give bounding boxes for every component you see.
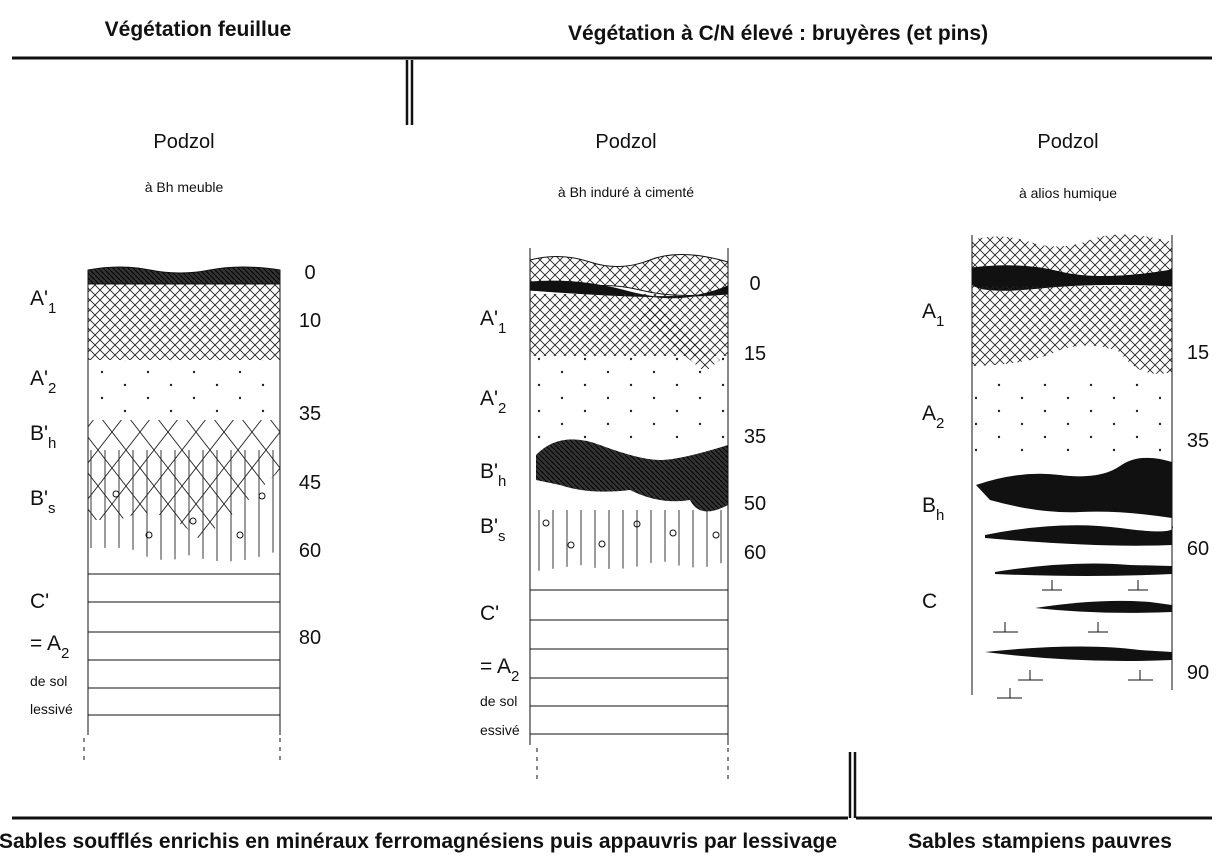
horizon-subscript: 1 [936, 313, 944, 330]
horizon-subscript: 2 [498, 400, 506, 417]
profile-column [529, 248, 729, 780]
depth-label: 60 [299, 540, 321, 562]
depth-label: 35 [744, 426, 766, 448]
depth-label: 10 [299, 310, 321, 332]
header-left: Végétation feuillue [105, 18, 292, 41]
horizon-subscript: s [498, 528, 506, 545]
horizon-name: lessivé [30, 701, 73, 717]
depth-label: 15 [1187, 342, 1209, 364]
profile-title: Podzol [1037, 131, 1098, 153]
horizon-name: A [922, 300, 936, 323]
profile-title: Podzol [153, 131, 214, 153]
horizon-subscript: 2 [511, 668, 519, 685]
horizon-name: B' [480, 515, 498, 538]
horizon-label: A'2 [480, 387, 506, 417]
horizon-label: A'1 [480, 307, 506, 337]
horizon-label: B'h [480, 460, 506, 490]
depth-label: 0 [749, 273, 760, 295]
horizon-label: C [922, 590, 937, 613]
horizon-name: A' [480, 387, 498, 410]
depth-label: 50 [744, 493, 766, 515]
horizon-name: B' [30, 422, 48, 445]
horizon-label: lessivé [30, 701, 73, 717]
horizon-name: de sol [30, 673, 67, 689]
horizon-subscript: h [498, 473, 506, 490]
horizon-label: A2 [922, 402, 944, 432]
horizon-subscript: 2 [936, 415, 944, 432]
depth-label: 80 [299, 627, 321, 649]
horizon-name: = A [30, 632, 61, 655]
horizon-subscript: h [936, 507, 944, 524]
depth-label: 35 [299, 403, 321, 425]
horizon-name: essivé [480, 722, 520, 738]
horizon-name: A' [30, 367, 48, 390]
header-right: Végétation à C/N élevé : bruyères (et pi… [568, 22, 988, 45]
horizon-subscript: 2 [48, 380, 56, 397]
horizon-label: A1 [922, 300, 944, 330]
horizon-label: essivé [480, 722, 520, 738]
horizon-label: B'h [30, 422, 56, 452]
horizon-subscript: 1 [498, 320, 506, 337]
profile-column [971, 234, 1173, 699]
horizon-label: A'2 [30, 367, 56, 397]
horizon-label: B's [480, 515, 506, 545]
horizon-name: A' [30, 287, 48, 310]
horizon-subscript: h [48, 435, 56, 452]
depth-label: 35 [1187, 430, 1209, 452]
footer-right: Sables stampiens pauvres [908, 830, 1172, 853]
horizon-name: B [922, 494, 936, 517]
horizon-label: = A2 [30, 632, 69, 662]
profile-subtitle: à alios humique [1019, 185, 1117, 201]
horizon-label: = A2 [480, 655, 519, 685]
depth-label: 90 [1187, 662, 1209, 684]
profile-subtitle: à Bh meuble [145, 179, 224, 195]
depth-label: 45 [299, 472, 321, 494]
horizon-name: A [922, 402, 936, 425]
horizon-name: C' [480, 602, 499, 625]
horizon-label: C' [30, 590, 49, 613]
horizon-name: C' [30, 590, 49, 613]
horizon-label: de sol [30, 673, 67, 689]
horizon-name: B' [480, 460, 498, 483]
profile-column [83, 266, 281, 765]
profile-subtitle: à Bh induré à cimenté [558, 184, 694, 200]
profile-title: Podzol [595, 131, 656, 153]
horizon-subscript: 2 [61, 645, 69, 662]
depth-label: 15 [744, 343, 766, 365]
horizon-label: de sol [480, 693, 517, 709]
horizon-label: C' [480, 602, 499, 625]
depth-label: 0 [304, 262, 315, 284]
horizon-name: A' [480, 307, 498, 330]
horizon-label: Bh [922, 494, 944, 524]
horizon-name: de sol [480, 693, 517, 709]
horizon-name: = A [480, 655, 511, 678]
footer-left: Sables soufflés enrichis en minéraux fer… [0, 830, 837, 853]
horizon-subscript: 1 [48, 300, 56, 317]
horizon-subscript: s [48, 500, 56, 517]
horizon-name: C [922, 590, 937, 613]
horizon-label: A'1 [30, 287, 56, 317]
horizon-label: B's [30, 487, 56, 517]
horizon-name: B' [30, 487, 48, 510]
depth-label: 60 [1187, 538, 1209, 560]
depth-label: 60 [744, 542, 766, 564]
